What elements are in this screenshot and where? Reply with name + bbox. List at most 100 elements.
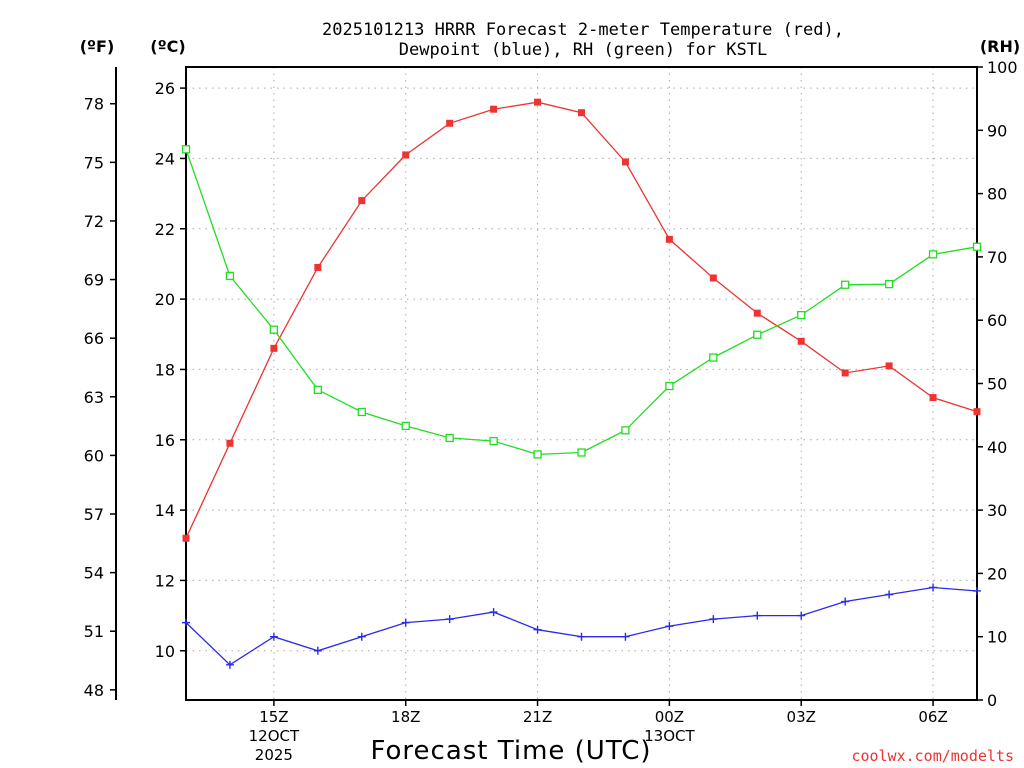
- temperature-point: [665, 235, 673, 243]
- chart-title-line1: 2025101213 HRRR Forecast 2-meter Tempera…: [322, 20, 844, 40]
- grid: [186, 67, 977, 700]
- fahrenheit-tick-label: 51: [84, 622, 104, 641]
- rh-tick-label: 90: [987, 121, 1007, 140]
- x-tick-date-label: 13OCT: [644, 727, 695, 745]
- dewpoint-point: [753, 611, 762, 620]
- rh-point: [928, 250, 938, 259]
- rh-point: [445, 433, 454, 443]
- dewpoint-point: [489, 608, 498, 617]
- fahrenheit-tick-label: 60: [84, 446, 104, 465]
- dewpoint-point: [621, 632, 630, 641]
- dewpoint-point: [533, 625, 542, 634]
- celsius-tick-label: 18: [155, 360, 175, 379]
- rh-tick-label: 20: [987, 564, 1007, 583]
- fahrenheit-tick-label: 48: [84, 681, 104, 700]
- temperature-point: [885, 362, 893, 370]
- temperature-point: [753, 309, 761, 317]
- rh-point: [621, 426, 630, 435]
- dewpoint-point: [182, 618, 190, 627]
- temperature-point: [929, 394, 937, 402]
- dewpoint-point: [357, 632, 366, 641]
- credit-text: coolwx.com/modelts: [851, 747, 1014, 765]
- chart-title-line2: Dewpoint (blue), RH (green) for KSTL: [399, 40, 767, 60]
- celsius-unit-label: (ºC): [150, 37, 185, 56]
- temperature-point: [182, 534, 190, 542]
- rh-tick-label: 60: [987, 311, 1007, 330]
- temperature-point: [709, 274, 717, 282]
- x-tick-label: 18Z: [391, 708, 420, 726]
- x-tick-date-label: 12OCT: [249, 727, 300, 745]
- temperature-point: [621, 158, 629, 166]
- rh-point: [401, 421, 410, 431]
- dewpoint-point: [885, 590, 894, 599]
- temperature-point: [226, 439, 234, 447]
- rh-point: [533, 450, 542, 459]
- plot-frame: [185, 66, 978, 701]
- x-tick-year-label: 2025: [255, 746, 293, 764]
- dewpoint-point: [313, 646, 322, 655]
- fahrenheit-tick-label: 66: [84, 329, 104, 348]
- fahrenheit-tick-label: 78: [84, 95, 104, 114]
- temperature-point: [446, 119, 454, 127]
- rh-point: [225, 271, 235, 281]
- rh-tick-label: 0: [987, 691, 997, 710]
- rh-point: [972, 242, 982, 251]
- dewpoint-point: [269, 632, 278, 641]
- fahrenheit-tick-label: 54: [84, 564, 104, 583]
- fahrenheit-tick-label: 75: [84, 153, 104, 172]
- fahrenheit-tick-label: 69: [84, 271, 104, 290]
- rh-point: [181, 145, 191, 154]
- dewpoint-point: [225, 660, 234, 669]
- temperature-point: [314, 263, 322, 271]
- celsius-tick-label: 10: [155, 642, 175, 661]
- rh-point: [269, 325, 279, 334]
- rh-point: [313, 385, 322, 394]
- temperature-point: [490, 105, 498, 113]
- temperature-point: [841, 369, 849, 377]
- dewpoint-point: [577, 632, 586, 641]
- axes: 48 51 54 57 60 63 66 69 72 75 78 10 12 14 16 18 20 22 24 26…: [84, 58, 1018, 764]
- dewpoint-point: [401, 618, 410, 627]
- rh-point: [753, 330, 762, 339]
- dewpoint-line: [185, 586, 978, 666]
- temperature-point: [578, 109, 585, 117]
- rh-point: [797, 310, 806, 320]
- rh-tick-label: 40: [987, 438, 1007, 457]
- fahrenheit-unit-label: (ºF): [80, 37, 115, 56]
- x-tick-label: 03Z: [787, 708, 816, 726]
- temperature-point: [973, 408, 981, 416]
- rh-tick-label: 50: [987, 375, 1007, 394]
- celsius-tick-label: 14: [155, 501, 175, 520]
- dewpoint-point: [973, 586, 981, 595]
- temperature-point: [402, 151, 410, 159]
- celsius-tick-label: 24: [155, 149, 175, 168]
- x-axis-label: Forecast Time (UTC): [370, 736, 651, 766]
- dewpoint-point: [797, 611, 806, 620]
- rh-point: [489, 436, 498, 446]
- rh-point: [841, 280, 850, 289]
- fahrenheit-tick-label: 72: [84, 212, 104, 231]
- fahrenheit-tick-label: 63: [84, 388, 104, 407]
- x-tick-label: 21Z: [523, 708, 552, 726]
- temperature-point: [797, 337, 805, 345]
- rh-point: [357, 407, 366, 417]
- celsius-tick-label: 16: [155, 431, 175, 450]
- data-series: [181, 98, 982, 669]
- celsius-tick-label: 12: [155, 571, 175, 590]
- rh-unit-label: (RH): [980, 37, 1020, 56]
- dewpoint-point: [929, 583, 938, 592]
- x-tick-label: 15Z: [259, 708, 288, 726]
- temperature-point: [534, 98, 542, 106]
- rh-tick-label: 80: [987, 185, 1007, 204]
- rh-line: [185, 149, 978, 456]
- celsius-tick-label: 22: [155, 220, 175, 239]
- rh-point: [665, 381, 674, 391]
- rh-tick-label: 10: [987, 628, 1007, 647]
- rh-point: [577, 448, 586, 457]
- celsius-tick-label: 20: [155, 290, 175, 309]
- dewpoint-point: [665, 622, 674, 631]
- rh-point: [884, 279, 894, 289]
- fahrenheit-tick-label: 57: [84, 505, 104, 524]
- dewpoint-point: [709, 615, 718, 624]
